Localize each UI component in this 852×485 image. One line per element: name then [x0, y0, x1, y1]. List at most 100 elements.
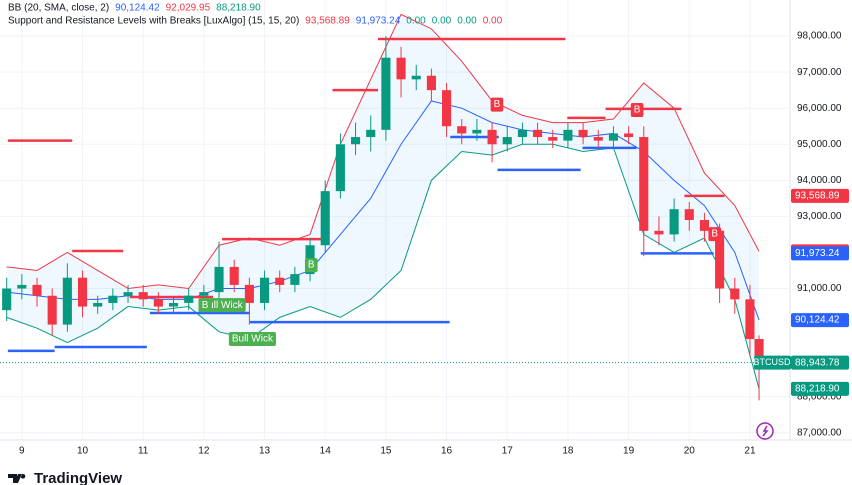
annotation-box	[304, 258, 318, 273]
header-text: 0.00	[483, 16, 503, 27]
annotation: B	[630, 103, 644, 117]
band-fill	[6, 14, 760, 389]
candle-body	[669, 209, 679, 235]
annotation: B	[198, 298, 212, 313]
price-badge	[791, 313, 849, 328]
price-badge-label: 88,218.90	[795, 383, 840, 394]
x-tick-label: 21	[744, 446, 756, 457]
header-text: 92,029.95	[166, 3, 211, 14]
candle-body	[2, 288, 12, 311]
candle-body	[168, 302, 179, 307]
candle-body	[138, 292, 148, 300]
x-tick-label: 10	[77, 446, 89, 457]
candle-body	[259, 277, 270, 303]
candle-body	[123, 292, 133, 296]
candle-body	[517, 129, 527, 138]
x-tick-label: 17	[502, 446, 514, 457]
candle-body	[77, 277, 88, 307]
candle-body	[472, 129, 482, 134]
brand: TradingView	[34, 470, 122, 485]
candle-body	[229, 266, 239, 285]
candle-body	[32, 284, 42, 296]
header-text: 0.00	[432, 16, 452, 27]
candle-body	[457, 126, 467, 134]
candle-body	[275, 277, 285, 285]
x-tick-label: 20	[684, 446, 696, 457]
candle-body	[754, 339, 764, 363]
y-tick-label: 93,000.00	[797, 211, 842, 222]
y-tick-label: 87,000.00	[797, 427, 842, 438]
annotation-box	[490, 97, 504, 112]
price-badge	[791, 246, 849, 261]
y-tick-label: 88,000.00	[797, 391, 842, 402]
x-tick-label: 19	[623, 446, 635, 457]
price-badge-label: 90,124.42	[795, 315, 840, 326]
header-text: 91,973.24	[356, 16, 401, 27]
logo: TradingView	[8, 470, 122, 485]
price-badge-label: 91,973.24	[795, 248, 840, 259]
logo-icon	[8, 474, 26, 483]
candle-body	[578, 129, 588, 138]
annotation-text: B	[308, 260, 315, 271]
annotation-box	[708, 227, 722, 242]
annotation-text: Bull Wick	[232, 334, 274, 345]
annotation-box	[198, 298, 212, 313]
price-badge	[791, 355, 849, 370]
candle-body	[396, 57, 406, 80]
x-tick-label: 12	[198, 446, 210, 457]
candle-body	[62, 277, 72, 325]
annotation-text: B	[634, 105, 641, 116]
y-tick-label: 98,000.00	[797, 31, 842, 42]
symbol-badge	[754, 355, 791, 370]
replay-icon	[756, 422, 774, 440]
candle-body	[184, 295, 194, 303]
candle-body	[533, 129, 543, 138]
candle-body	[593, 137, 603, 141]
header-text: 90,124.42	[115, 3, 160, 14]
candle-body	[366, 129, 376, 138]
x-tick-label: 9	[19, 446, 25, 457]
annotation-box	[228, 332, 276, 347]
price-badge	[791, 188, 849, 203]
candle-body	[442, 90, 452, 127]
candle-body	[715, 230, 725, 289]
price-badge-label: 93,568.89	[795, 191, 840, 202]
x-tick-label: 16	[441, 446, 453, 457]
annotation: B	[708, 227, 722, 242]
candle-body	[93, 302, 103, 307]
candle-body	[381, 57, 391, 130]
candle-body	[320, 191, 330, 246]
y-tick-label: 91,000.00	[797, 283, 842, 294]
y-tick-label: 95,000.00	[797, 139, 842, 150]
candle-body	[426, 75, 436, 91]
candle-body	[639, 137, 649, 231]
candle-body	[624, 133, 634, 138]
y-tick-label: 96,000.00	[797, 103, 842, 114]
overlay: 87,000.00 88,000.00 91,000.00 93,000.00 94,0…	[8, 3, 849, 457]
candle-body	[351, 137, 361, 145]
candle-body	[335, 144, 345, 192]
candle-body	[684, 209, 694, 220]
candle-body	[563, 129, 573, 141]
annotation-text: B	[711, 229, 718, 240]
y-tick-label: 97,000.00	[797, 67, 842, 78]
candle-body	[199, 292, 209, 296]
candle-body	[17, 284, 27, 289]
annotation: Bull Wick	[228, 332, 276, 347]
band-line	[6, 143, 760, 389]
candle-body	[108, 295, 118, 303]
annotation-text: B	[202, 300, 209, 311]
x-tick-label: 11	[138, 446, 149, 457]
header-text: 0.00	[406, 16, 426, 27]
candle-body	[745, 299, 755, 340]
header-text: Support and Resistance Levels with Break…	[8, 16, 299, 27]
candle-body	[214, 266, 224, 293]
candle-body	[290, 274, 300, 285]
annotation: B	[304, 258, 318, 273]
candle-body	[608, 133, 618, 141]
x-tick-label: 18	[562, 446, 574, 457]
header-text: BB (20, SMA, close, 2)	[8, 3, 109, 14]
candle-body	[411, 75, 421, 80]
